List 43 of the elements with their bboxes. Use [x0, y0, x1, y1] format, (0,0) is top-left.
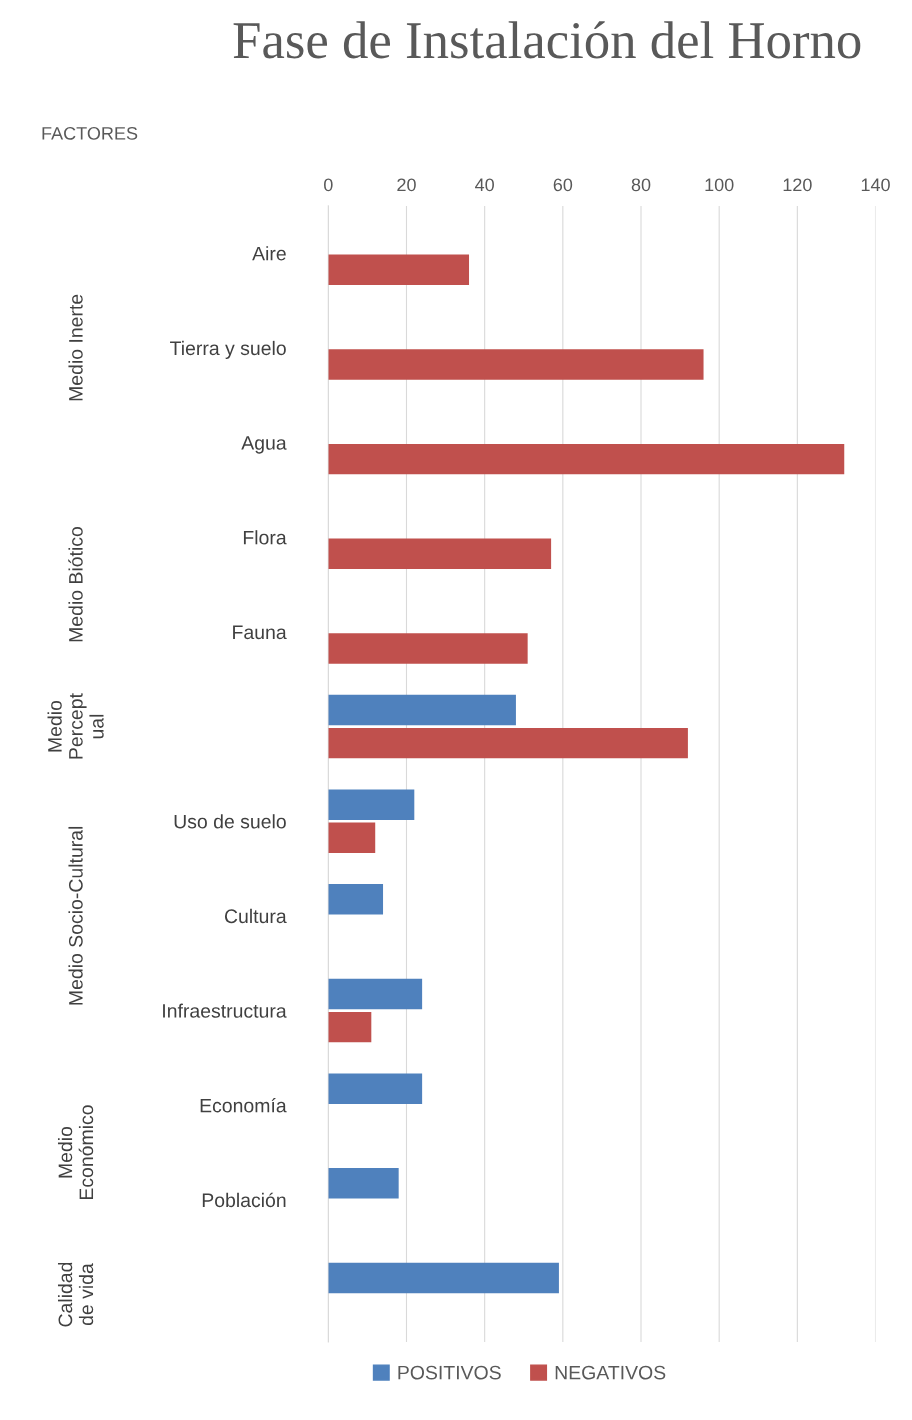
text: Medio Socio-Cultural — [68, 826, 83, 1005]
legend-label: NEGATIVOS — [555, 1365, 666, 1380]
x-tick-label: 0 — [324, 178, 333, 192]
bar — [328, 538, 552, 570]
bar — [328, 884, 384, 915]
y-tick-label: Fauna — [233, 625, 287, 640]
x-tick-label: 120 — [783, 178, 812, 192]
y-tick-label: Infraestructura — [163, 1003, 287, 1018]
x-tick-label: 100 — [705, 178, 734, 192]
x-tick-label: 40 — [475, 178, 494, 192]
y-tick-label: Tierra y suelo — [170, 340, 286, 359]
y-tick-label: Flora — [243, 530, 287, 545]
bar — [328, 349, 704, 380]
x-tick-label: 80 — [631, 178, 651, 192]
x-tick-label: 140 — [861, 178, 890, 192]
bar — [328, 1168, 399, 1199]
bar — [328, 1073, 423, 1104]
y-tick-label: Economía — [200, 1097, 287, 1113]
x-tick-label: 60 — [553, 178, 573, 192]
text: Medio Económico — [57, 1105, 94, 1200]
text: Medio Biótico — [68, 527, 83, 642]
x-tick-label: 20 — [397, 178, 416, 192]
text: Calidad de vida — [57, 1262, 94, 1327]
bar — [328, 1262, 559, 1294]
text: Medio Percept ual — [47, 693, 104, 759]
y-tick-label: Aire — [252, 246, 286, 261]
chart-title: Fase de Instalación del Horno — [233, 21, 861, 59]
bar — [328, 1011, 372, 1043]
bar — [328, 727, 688, 759]
y-tick-label: Población — [202, 1192, 286, 1208]
y-tick-label: Uso de suelo — [174, 814, 286, 829]
bar — [328, 822, 376, 854]
y-tick-label: Cultura — [224, 908, 287, 924]
text: Medio Inerte — [68, 294, 83, 401]
bar — [328, 978, 423, 1010]
y-tick-label: Agua — [241, 436, 287, 454]
legend-label: POSITIVOS — [398, 1365, 501, 1380]
text: FACTORES — [42, 126, 138, 140]
bar — [328, 694, 516, 726]
bar — [328, 254, 470, 286]
bar — [328, 633, 528, 664]
bar — [328, 789, 415, 820]
bar — [328, 443, 845, 475]
